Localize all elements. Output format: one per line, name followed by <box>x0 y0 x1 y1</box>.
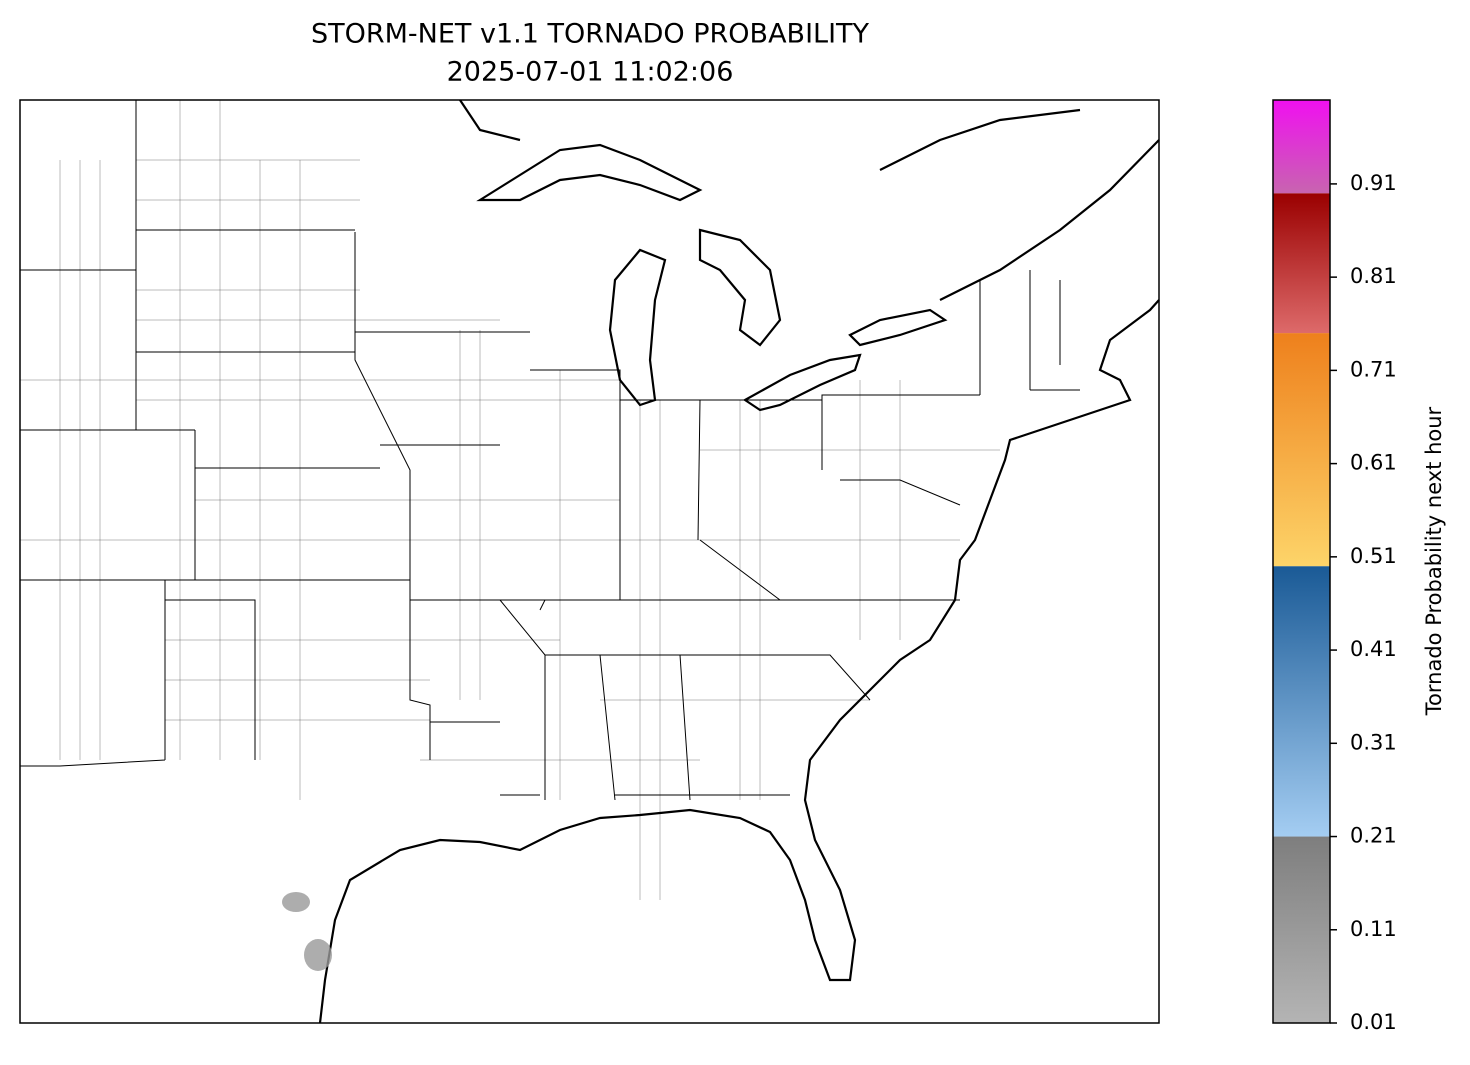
map-background <box>20 100 1159 1023</box>
tick-label: 0.51 <box>1350 544 1397 568</box>
colorbar-label: Tornado Probability next hour <box>1422 406 1446 716</box>
map-frame <box>19 99 1160 1024</box>
tick-label: 0.81 <box>1350 264 1397 288</box>
lake-huron <box>698 228 782 347</box>
tick-label: 0.11 <box>1350 917 1397 941</box>
colorbar-segment <box>1273 836 1330 1023</box>
subtitle: 2025-07-01 11:02:06 <box>447 57 734 88</box>
colorbar-segment <box>1273 193 1330 334</box>
lake-superior <box>476 143 703 202</box>
colorbar-frame <box>1272 99 1331 1024</box>
lake-ontario <box>848 308 948 347</box>
lake-erie <box>742 353 862 412</box>
title: STORM-NET v1.1 TORNADO PROBABILITY <box>311 19 870 50</box>
cells <box>282 892 332 971</box>
lake-michigan <box>608 248 667 407</box>
map <box>19 99 1160 1024</box>
colorbar-segment <box>1273 566 1330 837</box>
tick-label: 0.61 <box>1350 451 1397 475</box>
tick-label: 0.01 <box>1350 1010 1397 1034</box>
state-borders <box>20 100 1080 801</box>
colorbar-segment <box>1273 333 1330 567</box>
colorbar-segment <box>1273 100 1330 194</box>
tick-label: 0.71 <box>1350 357 1397 381</box>
tick-label: 0.91 <box>1350 171 1397 195</box>
coastline <box>318 99 1160 1024</box>
probability-cell <box>304 939 332 971</box>
tick-label: 0.21 <box>1350 824 1397 848</box>
tick-label: 0.31 <box>1350 730 1397 754</box>
tick-label: 0.41 <box>1350 637 1397 661</box>
probability-cell <box>282 892 310 912</box>
colorbar: Tornado Probability next hour 0.01 0.11 0.… <box>1272 99 1446 1034</box>
